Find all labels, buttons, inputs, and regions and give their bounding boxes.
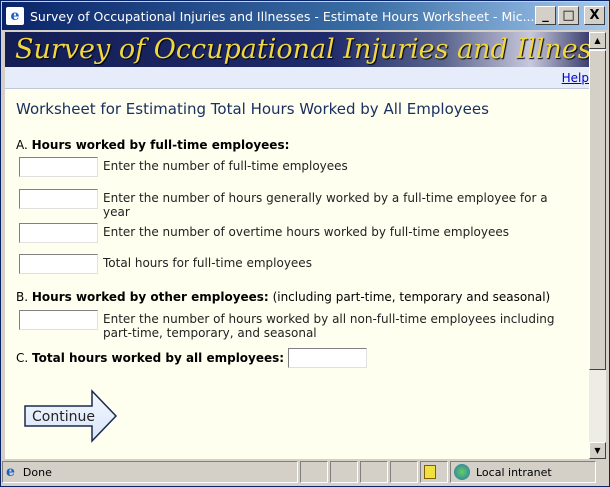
zone-cell: Local intranet: [450, 461, 596, 483]
page-title: Worksheet for Estimating Total Hours Wor…: [16, 100, 489, 118]
fulltime-employees-input[interactable]: [19, 157, 98, 177]
continue-button[interactable]: Continue: [23, 389, 119, 443]
window-title: Survey of Occupational Injuries and Illn…: [30, 8, 535, 24]
section-a-heading: A. Hours worked by full-time employees:: [16, 138, 290, 152]
other-hours-input[interactable]: [19, 310, 98, 330]
lock-icon: [420, 461, 448, 483]
status-text-cell: e Done: [2, 461, 298, 483]
close-button[interactable]: X: [584, 6, 605, 25]
minimize-button[interactable]: _: [535, 6, 556, 25]
arrow-shape: [24, 389, 118, 443]
scroll-thumb[interactable]: [589, 50, 606, 370]
vertical-scrollbar[interactable]: ▲ ▼: [589, 32, 606, 459]
fulltime-hours-input[interactable]: [19, 189, 98, 209]
section-c-heading: C. Total hours worked by all employees:: [16, 348, 367, 368]
status-cell: [300, 461, 328, 483]
ie-icon: e: [6, 7, 24, 25]
page-content: Survey of Occupational Injuries and Illn…: [5, 32, 589, 459]
total-hours-input[interactable]: [287, 348, 367, 368]
intranet-globe-icon: [454, 464, 470, 480]
maximize-button[interactable]: □: [558, 6, 579, 25]
fulltime-total-input[interactable]: [19, 254, 98, 274]
help-bar: Help: [5, 67, 589, 89]
continue-label: Continue: [32, 409, 95, 425]
help-link[interactable]: Help: [561, 71, 589, 85]
field-row: Enter the number of overtime hours worke…: [19, 223, 573, 243]
page-icon: e: [6, 464, 15, 480]
banner: Survey of Occupational Injuries and Illn…: [5, 32, 589, 67]
title-bar: e Survey of Occupational Injuries and Il…: [2, 2, 608, 30]
status-cell: [330, 461, 358, 483]
status-bar: e Done Local intranet: [2, 461, 608, 485]
overtime-hours-input[interactable]: [19, 223, 98, 243]
status-cell: [390, 461, 418, 483]
scroll-down-button[interactable]: ▼: [589, 442, 606, 459]
field-row: Enter the number of hours generally work…: [19, 189, 573, 219]
field-row: Total hours for full-time employees: [19, 254, 573, 274]
scroll-up-button[interactable]: ▲: [589, 32, 606, 49]
section-b-heading: B. Hours worked by other employees: (inc…: [16, 290, 551, 304]
status-cell: [360, 461, 388, 483]
field-row: Enter the number of hours worked by all …: [19, 310, 573, 340]
field-row: Enter the number of full-time employees: [19, 157, 573, 177]
